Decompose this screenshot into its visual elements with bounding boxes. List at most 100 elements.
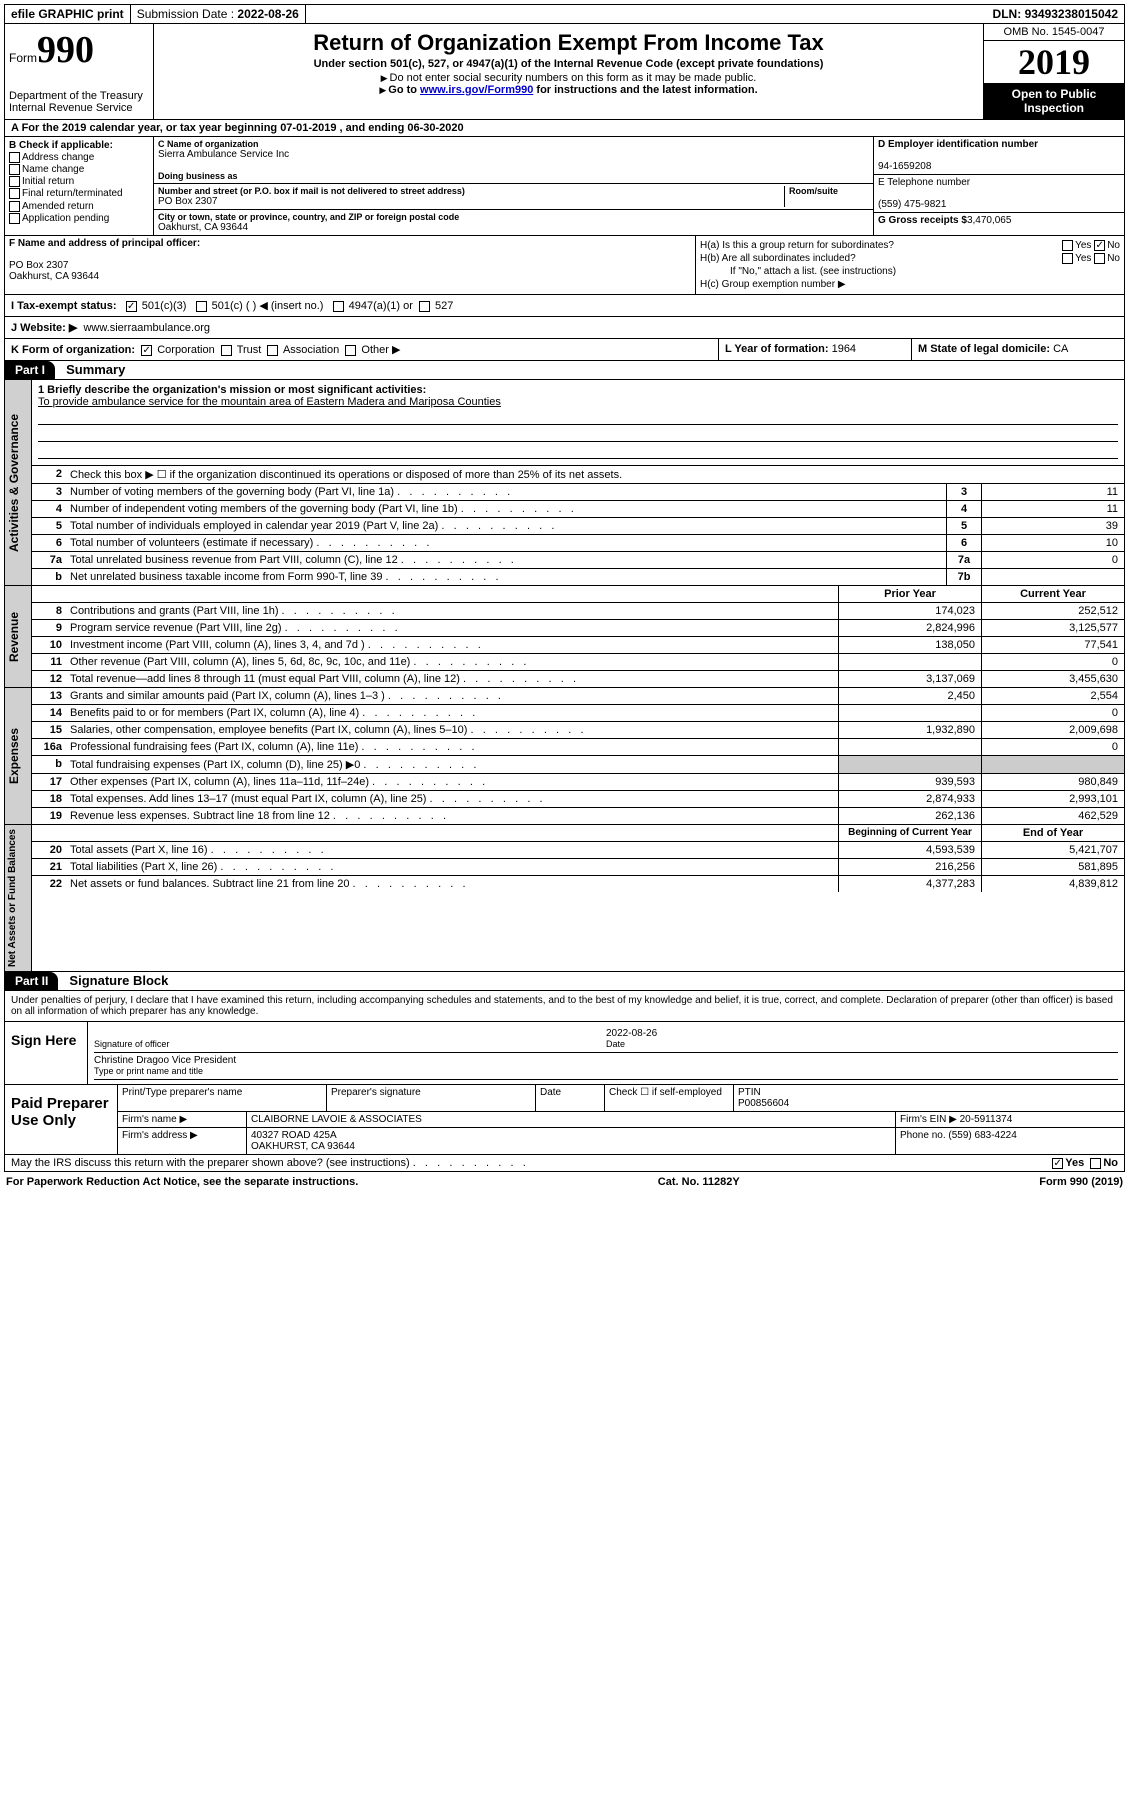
bottom-line: For Paperwork Reduction Act Notice, see …: [4, 1172, 1125, 1192]
chk-app-pending[interactable]: [9, 213, 20, 224]
ha-no[interactable]: [1094, 240, 1105, 251]
firm-name: CLAIBORNE LAVOIE & ASSOCIATES: [247, 1112, 896, 1127]
ha-yes[interactable]: [1062, 240, 1073, 251]
discuss-yes[interactable]: [1052, 1158, 1063, 1169]
chk-4947[interactable]: [333, 301, 344, 312]
summary-line: 21Total liabilities (Part X, line 26)216…: [32, 859, 1124, 876]
preparer-label: Paid Preparer Use Only: [5, 1085, 117, 1154]
prep-h4: Check ☐ if self-employed: [605, 1085, 734, 1111]
l2-text: Check this box ▶ ☐ if the organization d…: [66, 466, 1124, 483]
col-d: D Employer identification number 94-1659…: [873, 137, 1124, 235]
chk-527[interactable]: [419, 301, 430, 312]
officer-name: Christine Dragoo Vice President: [94, 1055, 236, 1066]
chk-501c3[interactable]: [126, 301, 137, 312]
lbl-527: 527: [435, 300, 453, 312]
subtitle-2: Do not enter social security numbers on …: [162, 72, 975, 84]
hdr-prior-year: Prior Year: [838, 586, 981, 602]
officer-addr2: Oakhurst, CA 93644: [9, 271, 99, 282]
firm-addr2: OAKHURST, CA 93644: [251, 1141, 355, 1152]
row-j: J Website: ▶ www.sierraambulance.org: [4, 317, 1125, 339]
preparer-section: Paid Preparer Use Only Print/Type prepar…: [4, 1085, 1125, 1155]
chk-final-return[interactable]: [9, 188, 20, 199]
room-label: Room/suite: [789, 186, 869, 196]
summary-line: 4Number of independent voting members of…: [32, 501, 1124, 518]
hb-label: H(b) Are all subordinates included?: [700, 253, 856, 264]
form-word: Form: [9, 51, 37, 65]
summary-line: 11Other revenue (Part VIII, column (A), …: [32, 654, 1124, 671]
hb-yes-lbl: Yes: [1075, 253, 1091, 264]
firm-phone-lbl: Phone no.: [900, 1130, 946, 1141]
hc-label: H(c) Group exemption number ▶: [700, 279, 846, 290]
goto-pre: Go to: [388, 84, 420, 96]
lbl-501c: 501(c) ( ) ◀ (insert no.): [212, 300, 324, 312]
chk-amended[interactable]: [9, 201, 20, 212]
firm-ein: 20-5911374: [960, 1114, 1013, 1125]
efile-label: efile GRAPHIC print: [11, 7, 124, 21]
officer-label: F Name and address of principal officer:: [9, 238, 200, 249]
summary-line: 3Number of voting members of the governi…: [32, 484, 1124, 501]
firm-addr-lbl: Firm's address ▶: [118, 1128, 247, 1154]
form-number: 990: [37, 29, 94, 71]
hb-yes[interactable]: [1062, 253, 1073, 264]
col-f: F Name and address of principal officer:…: [5, 236, 695, 294]
chk-name-change[interactable]: [9, 164, 20, 175]
chk-initial-return[interactable]: [9, 176, 20, 187]
chk-address-change[interactable]: [9, 152, 20, 163]
tax-year-range: A For the 2019 calendar year, or tax yea…: [11, 122, 464, 134]
summary-line: 8Contributions and grants (Part VIII, li…: [32, 603, 1124, 620]
summary-line: 12Total revenue—add lines 8 through 11 (…: [32, 671, 1124, 687]
firm-phone: (559) 683-4224: [948, 1130, 1016, 1141]
part1-revenue: Revenue Prior Year Current Year 8Contrib…: [4, 586, 1125, 688]
summary-line: 5Total number of individuals employed in…: [32, 518, 1124, 535]
chk-assoc[interactable]: [267, 345, 278, 356]
hb-no-lbl: No: [1107, 253, 1120, 264]
goto-post: for instructions and the latest informat…: [533, 84, 757, 96]
ptin-val: P00856604: [738, 1098, 789, 1109]
prep-h3: Date: [536, 1085, 605, 1111]
cat-no: Cat. No. 11282Y: [658, 1176, 740, 1188]
discuss-no[interactable]: [1090, 1158, 1101, 1169]
website-label: J Website: ▶: [11, 322, 77, 334]
org-name-label: C Name of organization: [158, 139, 869, 149]
lbl-corp: Corporation: [157, 344, 214, 356]
lbl-address-change: Address change: [22, 152, 94, 163]
firm-name-lbl: Firm's name ▶: [118, 1112, 247, 1127]
row-a: A For the 2019 calendar year, or tax yea…: [4, 120, 1125, 137]
subtitle-1: Under section 501(c), 527, or 4947(a)(1)…: [162, 58, 975, 70]
sig-date: 2022-08-26: [606, 1028, 657, 1039]
website-value: www.sierraambulance.org: [83, 322, 210, 334]
section-fh: F Name and address of principal officer:…: [4, 236, 1125, 295]
top-bar: efile GRAPHIC print Submission Date : 20…: [4, 4, 1125, 24]
summary-line: 10Investment income (Part VIII, column (…: [32, 637, 1124, 654]
officer-name-lbl: Type or print name and title: [94, 1066, 203, 1076]
chk-other[interactable]: [345, 345, 356, 356]
hb-note: If "No," attach a list. (see instruction…: [700, 266, 1120, 277]
form-title: Return of Organization Exempt From Incom…: [162, 30, 975, 56]
chk-corp[interactable]: [141, 345, 152, 356]
submission-date: 2022-08-26: [237, 7, 298, 21]
discuss-yes-lbl: Yes: [1065, 1157, 1084, 1169]
lbl-501c3: 501(c)(3): [142, 300, 187, 312]
part1-expenses: Expenses 13Grants and similar amounts pa…: [4, 688, 1125, 825]
form-org-label: K Form of organization:: [11, 344, 135, 356]
dln-label: DLN:: [993, 7, 1022, 21]
tel-value: (559) 475-9821: [878, 199, 946, 210]
ein-label: D Employer identification number: [878, 139, 1038, 150]
tab-governance: Activities & Governance: [5, 380, 32, 585]
tab-expenses: Expenses: [5, 688, 32, 824]
irs-link[interactable]: www.irs.gov/Form990: [420, 84, 533, 96]
part2-title: Signature Block: [61, 973, 168, 988]
summary-line: 22Net assets or fund balances. Subtract …: [32, 876, 1124, 892]
ha-yes-lbl: Yes: [1075, 240, 1091, 251]
tab-revenue: Revenue: [5, 586, 32, 687]
col-c: C Name of organization Sierra Ambulance …: [154, 137, 873, 235]
addr-label: Number and street (or P.O. box if mail i…: [158, 186, 784, 196]
hb-no[interactable]: [1094, 253, 1105, 264]
org-name: Sierra Ambulance Service Inc: [158, 149, 869, 160]
chk-trust[interactable]: [221, 345, 232, 356]
lbl-assoc: Association: [283, 344, 339, 356]
col-b-title: B Check if applicable:: [9, 140, 113, 151]
col-h: H(a) Is this a group return for subordin…: [695, 236, 1124, 294]
addr-value: PO Box 2307: [158, 196, 784, 207]
chk-501c[interactable]: [196, 301, 207, 312]
